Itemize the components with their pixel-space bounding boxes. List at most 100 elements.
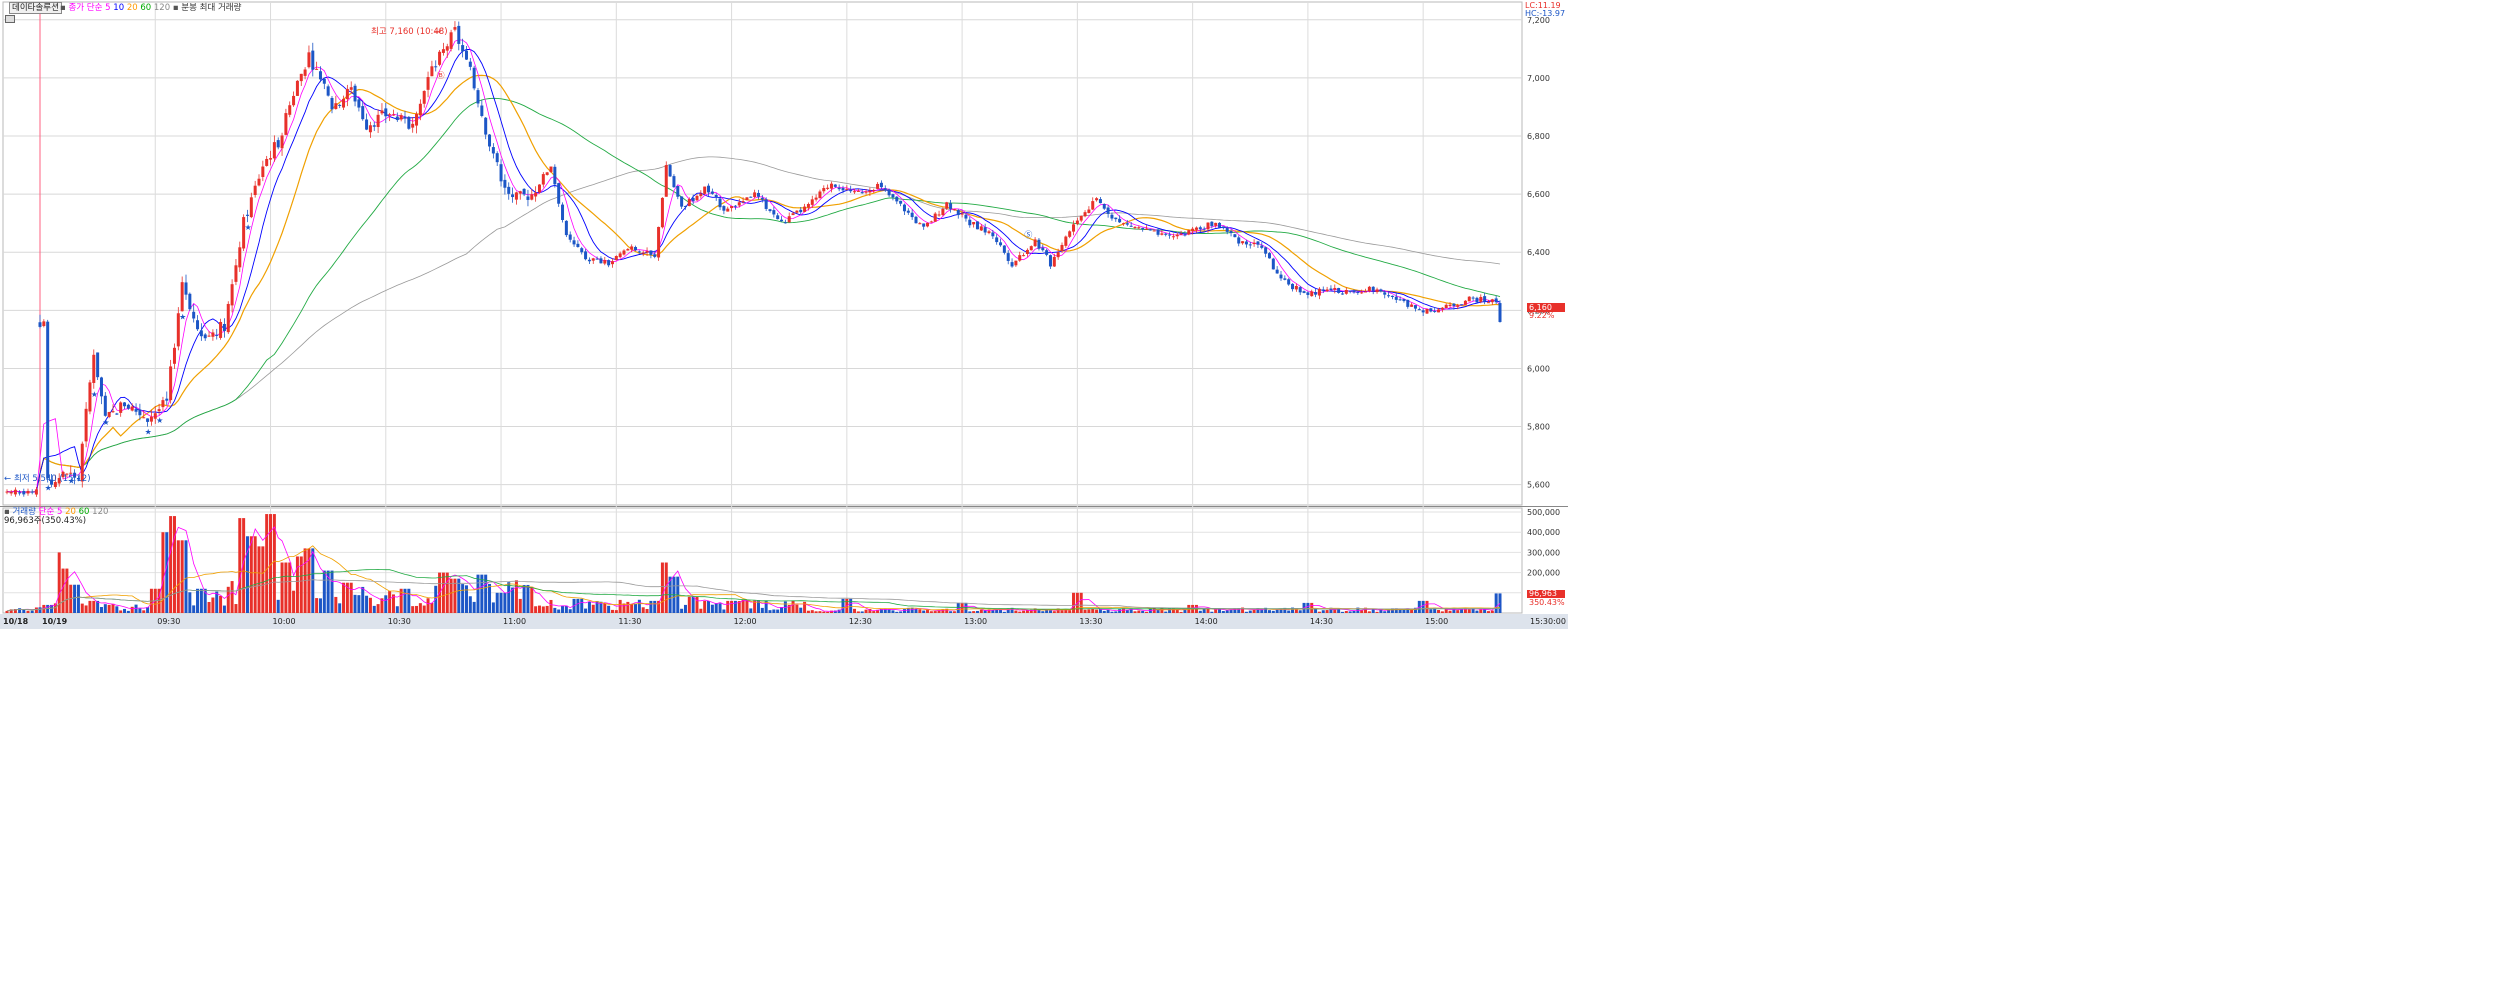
candle-body [553, 166, 557, 185]
candle-body [1340, 293, 1344, 295]
candle-body [61, 471, 65, 478]
candle-body [530, 194, 534, 200]
candle-body [1267, 253, 1271, 259]
candle-body [142, 417, 146, 419]
candle-body [476, 90, 480, 104]
volume-bar [956, 602, 960, 613]
candle-body [1068, 231, 1072, 237]
ma-legend-120: 120 [153, 3, 171, 13]
candle-body [1171, 236, 1175, 238]
candle-body [222, 323, 226, 331]
time-tick-label: 09:30 [157, 617, 180, 626]
volume-bar [307, 548, 311, 613]
candle-body [103, 395, 107, 416]
stock-name-label[interactable]: 데이타솔루션 [9, 2, 62, 14]
candle-body [1006, 253, 1010, 261]
volume-bar [853, 608, 857, 613]
candle-body [1210, 221, 1214, 227]
candle-body [514, 192, 518, 200]
volume-bar [1448, 610, 1452, 613]
high-annotation: 최고 7,160 (10:48) [371, 27, 448, 37]
volume-bar [864, 609, 868, 613]
candle-body [1283, 278, 1287, 280]
volume-bar [1098, 609, 1102, 613]
volume-bar [1406, 608, 1410, 613]
candle-body [983, 227, 987, 233]
volume-bar [192, 605, 196, 613]
candle-body [618, 253, 622, 258]
candle-body [1018, 255, 1022, 261]
volume-bar [57, 552, 61, 613]
volume-bar [587, 601, 591, 613]
volume-bar [457, 578, 461, 613]
candle-body [96, 352, 100, 378]
volume-bar [822, 611, 826, 613]
candle-body [1275, 269, 1279, 274]
volume-bar [1456, 610, 1460, 613]
volume-bar [1218, 608, 1222, 613]
candle-body [318, 71, 322, 80]
volume-bar [1475, 610, 1479, 613]
volume-bar [484, 574, 488, 613]
candle-body [576, 243, 580, 248]
volume-bar [910, 607, 914, 613]
low-arrow-icon: ← [4, 474, 12, 484]
volume-bar [514, 580, 518, 613]
volume-ma120-line [6, 579, 1501, 612]
candle-body [415, 113, 419, 126]
candle-body [760, 197, 764, 200]
max-volume-label: 분봉 최대 거래량 [181, 3, 242, 13]
candle-body [883, 188, 887, 191]
volume-bar [480, 574, 484, 613]
volume-bar [1360, 610, 1364, 613]
volume-bar [22, 609, 26, 613]
volume-bar [1160, 607, 1164, 613]
candle-body [683, 206, 687, 208]
candle-body [107, 412, 111, 417]
volume-bar [860, 611, 864, 613]
volume-bar [737, 601, 741, 613]
volume-bar [1164, 611, 1168, 613]
candle-body [253, 185, 257, 196]
candle-body [610, 261, 614, 265]
volume-bar [376, 604, 380, 613]
candle-body [1256, 241, 1260, 245]
volume-bar [1256, 608, 1260, 613]
candle-body [84, 408, 88, 442]
current-price-badge: 6,160 [1527, 303, 1565, 312]
candle-body [1229, 231, 1233, 234]
candle-body [353, 85, 357, 102]
volume-bar [1095, 609, 1099, 613]
candle-body [1045, 250, 1049, 255]
candle-body [1133, 226, 1137, 228]
volume-bar [1421, 600, 1425, 613]
candle-body [1425, 308, 1429, 314]
candle-body [292, 95, 296, 106]
volume-bar [614, 610, 618, 613]
candles [5, 21, 1502, 497]
candle-body [265, 158, 269, 166]
volume-bar [1248, 610, 1252, 613]
volume-bar [1210, 611, 1214, 613]
price-tick-label: 6,000 [1527, 364, 1550, 373]
volume-bar [138, 608, 142, 613]
volume-bar [1279, 608, 1283, 613]
volume-bar [637, 599, 641, 613]
volume-bar [1083, 609, 1087, 613]
volume-bar [641, 607, 645, 613]
volume-bar [119, 610, 123, 613]
volume-bar [73, 584, 77, 613]
candle-body [572, 240, 576, 245]
volume-bar [430, 602, 434, 613]
grid-settings-icon[interactable] [5, 15, 15, 23]
volume-bar [184, 540, 188, 613]
volume-bar [603, 603, 607, 613]
volume-bar [826, 611, 830, 613]
candle-body [192, 311, 196, 319]
volume-bar [476, 574, 480, 613]
candle-body [910, 212, 914, 218]
volume-bar [926, 609, 930, 613]
candle-body [787, 216, 791, 223]
volume-bar [1025, 610, 1029, 613]
volume-bar [172, 516, 176, 613]
